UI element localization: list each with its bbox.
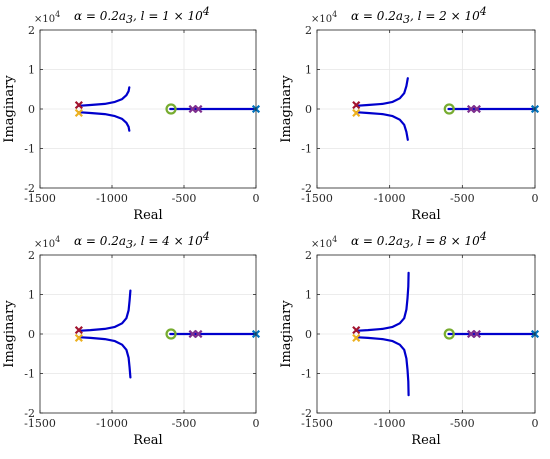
chart-2-locus-branch-2 bbox=[355, 111, 409, 141]
chart-1-ytick-label-3: -1 bbox=[24, 143, 35, 156]
chart-4-pole-marker-1 bbox=[352, 325, 361, 335]
chart-3-title: α = 0.2a3, l = 4 × 104 bbox=[74, 230, 210, 251]
chart-3-ytick-label-2: 0 bbox=[28, 328, 35, 341]
chart-4-ytick-label-3: -1 bbox=[301, 368, 312, 381]
chart-4-panel: -1500 -1000 -500 0 2 1 0 -1 -2 ×104 α = 0.2a3, l =… bbox=[279, 230, 540, 448]
chart-2-ytick-label-0: 2 bbox=[305, 24, 312, 37]
chart-2-xtick-label-1: -1000 bbox=[374, 192, 406, 205]
chart-2-ytick-label-2: 0 bbox=[305, 103, 312, 116]
chart-1-ytick-label-4: -2 bbox=[24, 182, 35, 195]
chart-3-xlabel: Real bbox=[133, 433, 162, 448]
chart-3-ytick-label-4: -2 bbox=[24, 407, 35, 420]
chart-3-xtick-label-0: -1500 bbox=[24, 417, 56, 430]
chart-2-panel: -1500 -1000 -500 0 2 1 0 -1 -2 ×104 α = 0.2a3, l =… bbox=[279, 5, 540, 223]
chart-4-xtick-label-0: -1500 bbox=[301, 417, 333, 430]
chart-1-pole-marker-2 bbox=[74, 108, 83, 118]
chart-3-zero-marker-1 bbox=[165, 328, 177, 340]
chart-4-ylabel: Imaginary bbox=[279, 300, 294, 368]
chart-4-ytick-label-2: 0 bbox=[305, 328, 312, 341]
chart-1-locus-branch-2 bbox=[77, 111, 131, 132]
chart-3-pole-marker-2 bbox=[74, 333, 83, 343]
chart-1-ytick-label-0: 2 bbox=[28, 24, 35, 37]
chart-3-xtick-label-1: -1000 bbox=[96, 417, 128, 430]
chart-4-title: α = 0.2a3, l = 8 × 104 bbox=[351, 230, 487, 251]
chart-1-title: α = 0.2a3, l = 1 × 104 bbox=[74, 5, 210, 26]
chart-3-panel: -1500 -1000 -500 0 2 1 0 -1 -2 ×104 α = 0.2a3, l =… bbox=[2, 230, 261, 448]
chart-3-ytick-label-3: -1 bbox=[24, 368, 35, 381]
chart-3-ytick-label-1: 1 bbox=[28, 289, 35, 302]
chart-2-locus-branch-1 bbox=[355, 77, 409, 107]
chart-2-ytick-label-4: -2 bbox=[301, 182, 312, 195]
chart-3-xtick-label-2: -500 bbox=[172, 417, 197, 430]
chart-3-locus-branch-1 bbox=[77, 289, 132, 332]
chart-1-xtick-label-2: -500 bbox=[172, 192, 197, 205]
chart-1-ylabel: Imaginary bbox=[2, 75, 17, 143]
chart-4-locus-branch-1 bbox=[355, 271, 410, 332]
chart-4-pole-marker-4 bbox=[472, 329, 481, 339]
chart-1-ytick-label-2: 0 bbox=[28, 103, 35, 116]
chart-3-xtick-label-3: 0 bbox=[253, 417, 260, 430]
chart-2-ytick-label-1: 1 bbox=[305, 64, 312, 77]
chart-4-locus-branch-2 bbox=[355, 336, 410, 397]
chart-4-xlabel: Real bbox=[411, 433, 440, 448]
chart-3-pole-marker-4 bbox=[194, 329, 203, 339]
chart-2-xtick-label-2: -500 bbox=[450, 192, 475, 205]
chart-4-ytick-label-1: 1 bbox=[305, 289, 312, 302]
chart-1-ytick-label-1: 1 bbox=[28, 64, 35, 77]
chart-2-pole-marker-2 bbox=[352, 108, 361, 118]
chart-2-pole-marker-1 bbox=[352, 100, 361, 110]
chart-2-ylabel: Imaginary bbox=[279, 75, 294, 143]
chart-3-ytick-label-0: 2 bbox=[28, 249, 35, 262]
chart-3-ylabel: Imaginary bbox=[2, 300, 17, 368]
chart-1-xtick-label-3: 0 bbox=[253, 192, 260, 205]
chart-2-y-multiplier: ×104 bbox=[311, 10, 337, 25]
chart-3-locus-branch-2 bbox=[77, 336, 132, 379]
chart-1-xtick-label-1: -1000 bbox=[96, 192, 128, 205]
chart-1-locus-branch-1 bbox=[77, 86, 131, 107]
chart-4-y-multiplier: ×104 bbox=[311, 235, 337, 250]
chart-1-zero-marker-1 bbox=[165, 103, 177, 115]
chart-4-ytick-label-0: 2 bbox=[305, 249, 312, 262]
chart-2-xtick-label-0: -1500 bbox=[301, 192, 333, 205]
chart-4-xtick-label-2: -500 bbox=[450, 417, 475, 430]
chart-2-title: α = 0.2a3, l = 2 × 104 bbox=[351, 5, 487, 26]
chart-3-y-multiplier: ×104 bbox=[34, 235, 60, 250]
chart-2-pole-marker-4 bbox=[472, 104, 481, 114]
chart-1-panel: -1500 -1000 -500 0 2 1 0 -1 -2 ×104 α = 0.2a3, l =… bbox=[2, 5, 261, 223]
chart-4-xtick-label-3: 0 bbox=[532, 417, 539, 430]
chart-2-xtick-label-3: 0 bbox=[532, 192, 539, 205]
chart-2-zero-marker-1 bbox=[443, 103, 455, 115]
chart-1-xlabel: Real bbox=[133, 208, 162, 223]
chart-4-ytick-label-4: -2 bbox=[301, 407, 312, 420]
chart-4-pole-marker-2 bbox=[352, 333, 361, 343]
chart-1-pole-marker-4 bbox=[194, 104, 203, 114]
chart-2-xlabel: Real bbox=[411, 208, 440, 223]
chart-4-zero-marker-1 bbox=[443, 328, 455, 340]
chart-2-ytick-label-3: -1 bbox=[301, 143, 312, 156]
chart-1-y-multiplier: ×104 bbox=[34, 10, 60, 25]
chart-1-xtick-label-0: -1500 bbox=[24, 192, 56, 205]
chart-1-pole-marker-1 bbox=[74, 100, 83, 110]
chart-3-pole-marker-1 bbox=[74, 325, 83, 335]
chart-4-xtick-label-1: -1000 bbox=[374, 417, 406, 430]
